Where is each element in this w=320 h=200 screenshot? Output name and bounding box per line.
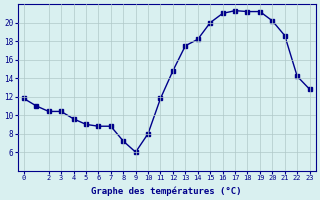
X-axis label: Graphe des températures (°C): Graphe des températures (°C) (92, 186, 242, 196)
